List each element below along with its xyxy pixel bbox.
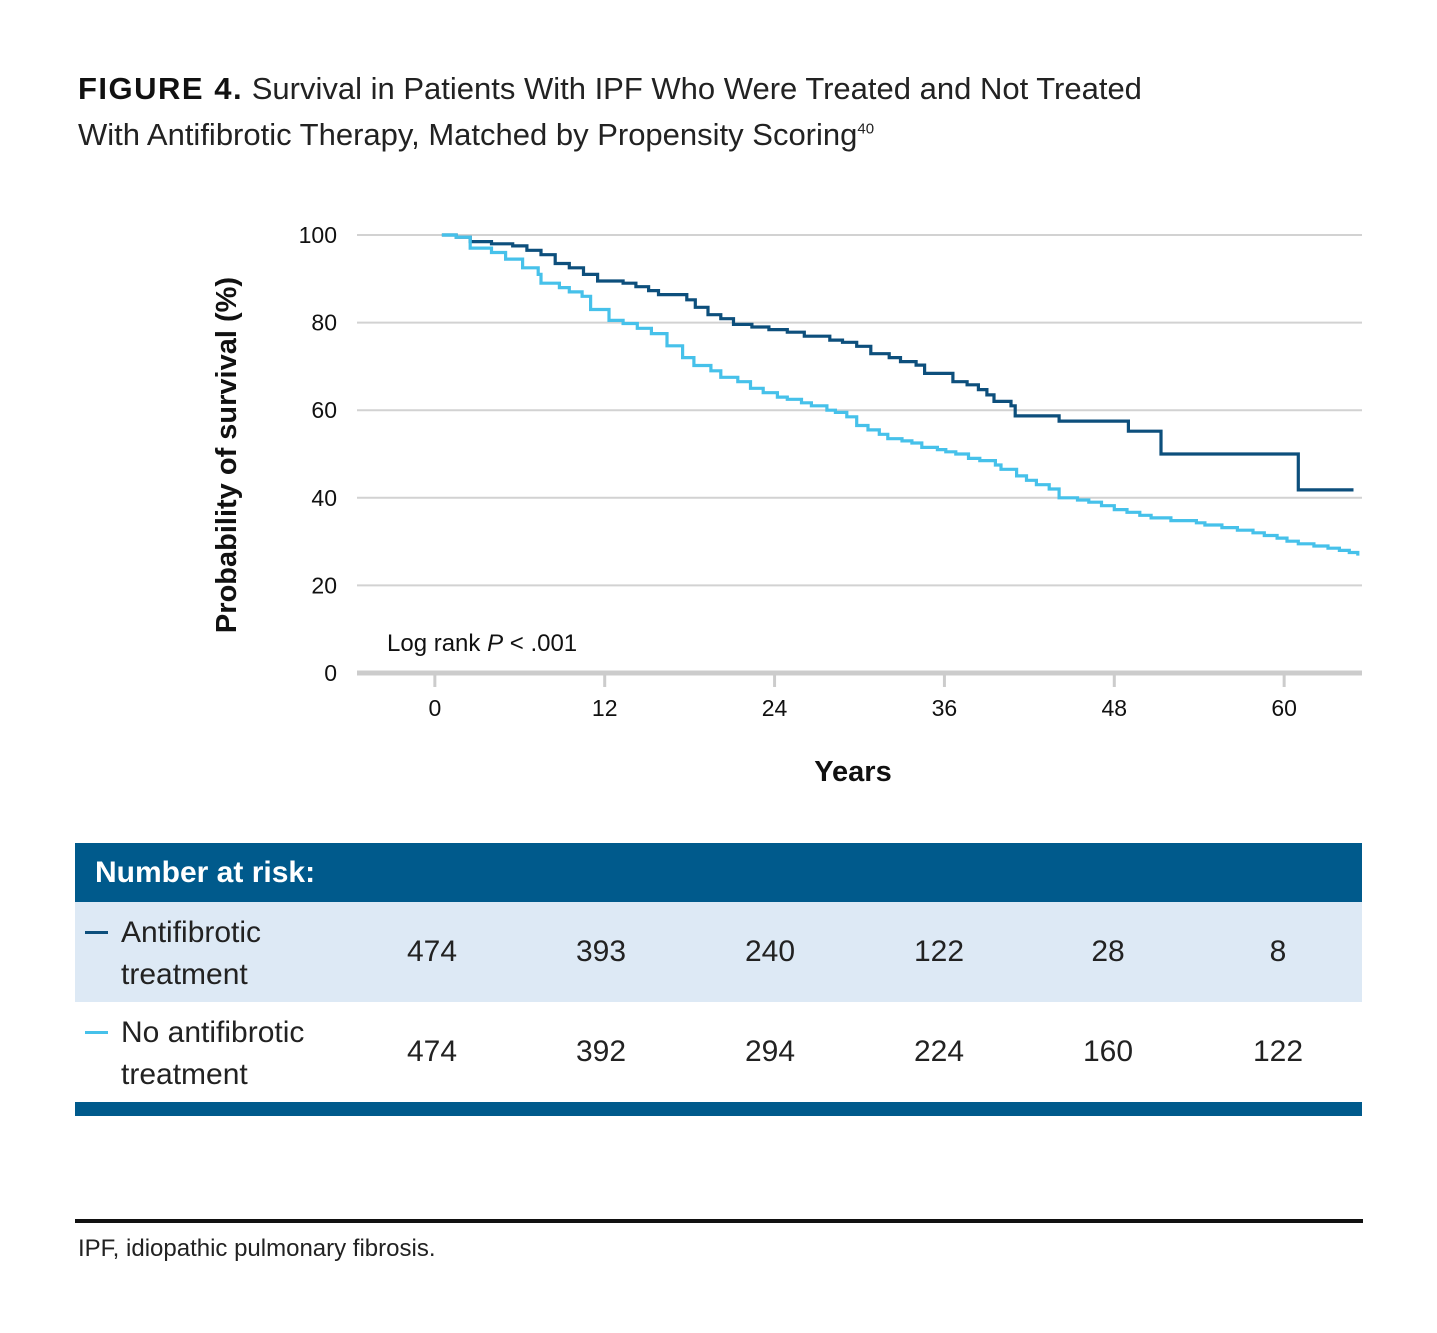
risk-cell: 8 xyxy=(1269,935,1287,968)
footnote-divider xyxy=(75,1219,1363,1223)
risk-row-label-line2: treatment xyxy=(121,958,248,991)
log-rank-suffix: < .001 xyxy=(503,630,577,657)
figure-title-line2: With Antifibrotic Therapy, Matched by Pr… xyxy=(78,117,858,152)
legend-swatch-no-antifibrotic xyxy=(85,1031,108,1034)
risk-row-label-line1: Antifibrotic xyxy=(121,916,262,949)
survival-chart: 0 20 40 60 80 100 0 12 24 36 48 60 Probability of … xyxy=(211,222,1362,788)
log-rank-annotation: Log rank P < .001 xyxy=(387,630,577,657)
y-tick-label: 0 xyxy=(324,660,337,686)
x-tick-label: 60 xyxy=(1271,695,1297,721)
series-lines xyxy=(441,233,1360,556)
series-line-no-antifibrotic xyxy=(441,233,1360,556)
risk-cell: 474 xyxy=(406,1035,458,1068)
risk-cell: 240 xyxy=(744,935,796,968)
risk-table-bottom-bar xyxy=(75,1102,1362,1116)
x-axis-ticks: 0 12 24 36 48 60 xyxy=(428,695,1296,721)
x-tick-label: 12 xyxy=(592,695,618,721)
x-tick-label: 0 xyxy=(428,695,441,721)
risk-cell: 122 xyxy=(1252,1035,1304,1068)
y-tick-label: 20 xyxy=(311,572,337,598)
risk-cell: 160 xyxy=(1082,1035,1134,1068)
risk-cell: 392 xyxy=(575,1035,627,1068)
risk-row-antifibrotic: Antifibrotic treatment 474 393 240 122 2… xyxy=(75,902,1362,1002)
risk-cell: 224 xyxy=(913,1035,965,1068)
figure-title: FIGURE 4. Survival in Patients With IPF … xyxy=(78,66,1278,158)
risk-row-label: Antifibrotic treatment xyxy=(121,912,361,996)
y-tick-label: 40 xyxy=(311,485,337,511)
y-axis-label: Probability of survival (%) xyxy=(211,277,243,633)
risk-table-header: Number at risk: xyxy=(75,843,1362,902)
number-at-risk-table: Number at risk: Antifibrotic treatment 4… xyxy=(75,843,1362,1116)
log-rank-prefix: Log rank xyxy=(387,630,487,657)
figure-title-line1: Survival in Patients With IPF Who Were T… xyxy=(251,71,1142,106)
figure-reference: 40 xyxy=(857,120,875,138)
x-tick-label: 24 xyxy=(762,695,788,721)
y-axis-ticks: 0 20 40 60 80 100 xyxy=(299,222,337,686)
risk-row-label-line1: No antifibrotic xyxy=(121,1016,305,1049)
y-tick-label: 80 xyxy=(311,310,337,336)
risk-cell: 393 xyxy=(575,935,627,968)
series-line-antifibrotic xyxy=(441,233,1354,492)
risk-row-label: No antifibrotic treatment xyxy=(121,1012,361,1096)
x-axis xyxy=(357,670,1362,687)
x-tick-label: 36 xyxy=(932,695,958,721)
risk-cell: 28 xyxy=(1091,935,1125,968)
x-tick-label: 48 xyxy=(1101,695,1127,721)
risk-cell: 474 xyxy=(406,935,458,968)
x-axis-label: Years xyxy=(814,756,891,788)
risk-row-label-line2: treatment xyxy=(121,1058,248,1091)
grid-lines xyxy=(357,234,1362,587)
risk-row-no-antifibrotic: No antifibrotic treatment 474 392 294 22… xyxy=(75,1002,1362,1102)
log-rank-p: P xyxy=(487,630,503,657)
y-tick-label: 100 xyxy=(299,222,337,248)
risk-cell: 294 xyxy=(744,1035,796,1068)
risk-cell: 122 xyxy=(913,935,965,968)
figure-label: FIGURE 4. xyxy=(78,71,244,106)
y-tick-label: 60 xyxy=(311,397,337,423)
footnote: IPF, idiopathic pulmonary fibrosis. xyxy=(78,1235,436,1262)
legend-swatch-antifibrotic xyxy=(85,931,108,934)
